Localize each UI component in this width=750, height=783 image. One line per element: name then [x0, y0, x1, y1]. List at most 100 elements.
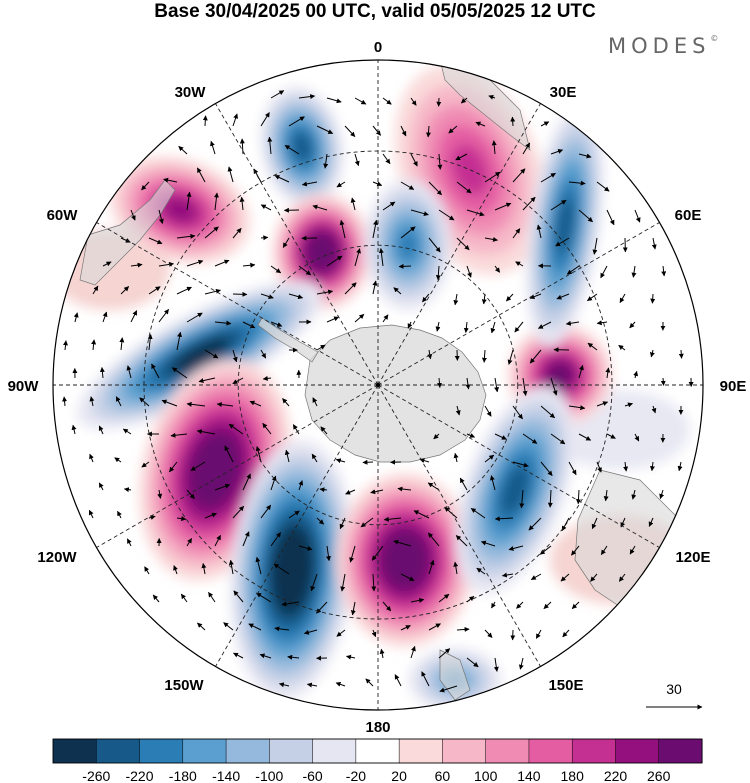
- wind-vector: [596, 401, 609, 407]
- wind-vector: [316, 344, 326, 351]
- colorbar-cell: [312, 738, 357, 764]
- wind-vector: [152, 594, 160, 603]
- wind-vector: [427, 482, 440, 491]
- wind-vector: [278, 682, 290, 688]
- wind-vector: [102, 261, 112, 267]
- wind-vector: [400, 625, 411, 631]
- wind-vector: [99, 367, 105, 379]
- wind-vector: [400, 573, 415, 582]
- wind-vector: [260, 112, 270, 127]
- lon-label-120w: 120W: [37, 549, 77, 566]
- lon-label-150e: 150E: [548, 677, 583, 694]
- wind-vector: [466, 433, 476, 438]
- colorbar-cell: [485, 738, 530, 764]
- colorbar-cell: [225, 738, 270, 764]
- wind-vector: [242, 531, 250, 547]
- wind-vector: [455, 153, 468, 161]
- wind-vector: [163, 177, 178, 183]
- wind-vector: [428, 181, 442, 196]
- wind-vector: [453, 561, 459, 575]
- longitude-labels: 0 30E 60E 90E 120E 150E 180 150W 120W 90…: [8, 39, 747, 736]
- wind-vector: [228, 423, 244, 435]
- wind-vector: [677, 461, 683, 472]
- wind-vector: [379, 648, 385, 659]
- wind-vector: [117, 510, 122, 519]
- wind-vector: [547, 489, 553, 508]
- wind-vector: [634, 209, 641, 223]
- wind-vector: [298, 480, 304, 491]
- wind-vector: [336, 181, 346, 188]
- wind-vector: [148, 237, 163, 245]
- wind-vector: [555, 237, 570, 247]
- wind-vector: [262, 375, 272, 381]
- wind-vector: [596, 320, 608, 326]
- colorbar-frame: [52, 738, 703, 764]
- colorbar-tick-label: -180: [169, 768, 197, 783]
- wind-vector: [287, 654, 300, 660]
- lon-label-120e: 120E: [675, 549, 710, 566]
- colorbar-cell: [571, 738, 617, 764]
- wind-vector: [631, 265, 637, 278]
- wind-vector: [186, 401, 206, 407]
- wind-vector: [201, 563, 207, 575]
- wind-vector: [298, 94, 316, 100]
- wind-vector: [73, 312, 79, 323]
- wind-vector: [456, 237, 470, 251]
- wind-vector: [463, 321, 469, 333]
- lon-label-30w: 30W: [175, 84, 207, 101]
- graticule: [53, 60, 703, 710]
- wind-vector: [634, 433, 640, 442]
- wind-vector: [494, 377, 500, 393]
- wind-vector: [438, 648, 451, 659]
- wind-vector: [568, 461, 577, 476]
- lon-label-90w: 90W: [8, 378, 40, 395]
- wind-vector: [633, 370, 639, 379]
- wind-vector: [310, 573, 318, 592]
- wind-vector: [600, 265, 608, 279]
- wind-vector: [507, 349, 514, 365]
- wind-vector: [578, 364, 584, 379]
- wind-vector: [298, 265, 312, 276]
- wind-vector: [476, 567, 486, 575]
- wind-vector: [186, 191, 192, 211]
- wind-vector: [453, 293, 459, 306]
- wind-vector: [519, 489, 525, 509]
- colorbar: -260 -220 -180 -140 -100 -60 -20 20 60 100 140 180 2…: [52, 738, 703, 783]
- wind-vector: [512, 405, 523, 420]
- wind-vector: [528, 517, 542, 531]
- wind-vector: [214, 483, 231, 491]
- wind-vector: [490, 321, 496, 334]
- wind-vector: [232, 349, 238, 363]
- wind-vector: [539, 545, 552, 555]
- wind-vector: [592, 237, 598, 255]
- wind-vector: [536, 224, 542, 239]
- map-disc: [53, 60, 703, 710]
- wind-vector: [270, 321, 283, 327]
- colorbar-tick-label: -20: [346, 768, 366, 783]
- wind-vector: [448, 125, 458, 134]
- wind-vector: [398, 263, 412, 269]
- wind-vector: [119, 337, 125, 351]
- wind-vector: [455, 535, 468, 547]
- wind-vector: [456, 181, 472, 194]
- colorbar-tick-label: -100: [255, 768, 283, 783]
- wind-vector: [223, 622, 234, 631]
- wind-vector: [186, 537, 193, 547]
- wind-vector: [169, 461, 178, 473]
- colorbar-cells: [52, 738, 703, 764]
- wind-vector: [603, 489, 609, 502]
- wind-vector: [345, 489, 356, 495]
- wind-vector: [560, 573, 570, 582]
- wind-vector: [484, 236, 498, 242]
- wind-vector: [575, 489, 581, 505]
- colorbar-tick-label: 220: [604, 768, 628, 783]
- wind-vector: [410, 209, 429, 217]
- wind-vector: [651, 405, 657, 414]
- wind-vector: [147, 334, 153, 351]
- wind-vector: [437, 153, 443, 170]
- wind-vector: [301, 181, 318, 187]
- wind-vector: [428, 237, 441, 253]
- colorbar-tick-label: 20: [391, 768, 407, 783]
- wind-vector: [259, 653, 272, 659]
- wind-vector: [629, 321, 636, 329]
